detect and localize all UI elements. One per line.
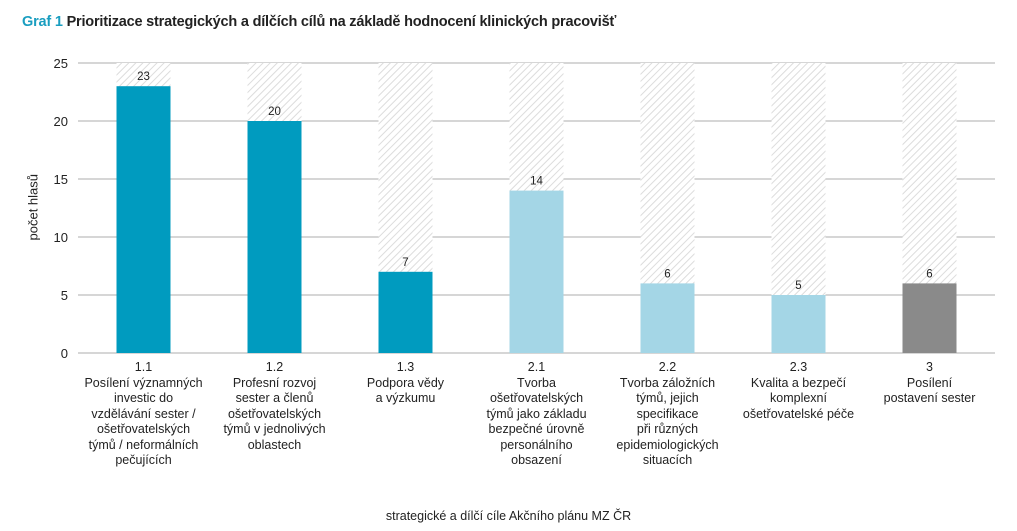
y-tick-label: 15: [54, 172, 68, 187]
data-label: 14: [530, 176, 543, 188]
x-tick-label: 1.3 Podpora vědy a výzkumu: [341, 360, 471, 407]
x-tick-label: 1.1 Posílení významných investic do vzděl…: [79, 360, 209, 469]
bar-1.2: [247, 121, 302, 353]
x-tick-label: 2.1 Tvorba ošetřovatelských týmů jako zák…: [472, 360, 602, 469]
category-label: Tvorba záložních týmů, jejich specifikac…: [616, 375, 719, 468]
category-code: 1.1: [134, 360, 153, 374]
category-label: Posílení významných investic do vzdělává…: [84, 375, 203, 468]
data-label: 5: [795, 280, 801, 292]
y-tick-label: 0: [61, 346, 68, 361]
x-axis-label: strategické a dílčí cíle Akčního plánu M…: [385, 509, 632, 523]
x-tick-label: 1.2 Profesní rozvoj sester a členů ošetřo…: [210, 360, 340, 453]
category-label: Podpora vědy a výzkumu: [366, 375, 445, 406]
category-label: Profesní rozvoj sester a členů ošetřovat…: [223, 375, 326, 452]
data-label: 7: [402, 257, 408, 269]
category-code: 2.2: [658, 360, 677, 374]
y-axis-label: počet hlasů: [25, 174, 41, 241]
y-tick-label: 5: [61, 288, 68, 303]
chart-title-text: Prioritizace strategických a dílčích cíl…: [66, 14, 617, 30]
bar-2.1: [509, 190, 564, 353]
x-tick-label: 2.2 Tvorba záložních týmů, jejich specifi…: [603, 360, 733, 469]
category-label: Kvalita a bezpečí komplexní ošetřovatels…: [742, 375, 855, 421]
bar-2.3: [771, 295, 826, 353]
y-tick-label: 20: [54, 114, 68, 129]
category-code: 2.3: [789, 360, 808, 374]
data-label: 6: [926, 268, 932, 280]
category-code: 1.3: [396, 360, 415, 374]
x-tick-label: 3 Posílení postavení sester: [865, 360, 995, 407]
category-label: Posílení postavení sester: [883, 375, 976, 406]
data-label: 23: [137, 71, 150, 83]
category-code: 1.2: [265, 360, 284, 374]
y-tick-label: 10: [54, 230, 68, 245]
category-label: Tvorba ošetřovatelských týmů jako základ…: [486, 375, 587, 468]
data-label: 6: [664, 268, 670, 280]
data-label: 20: [268, 106, 281, 118]
x-tick-label: 2.3 Kvalita a bezpečí komplexní ošetřovat…: [734, 360, 864, 422]
bar-2.2: [640, 283, 695, 353]
chart-title-number: Graf 1: [22, 14, 63, 30]
bar-1.3: [378, 271, 433, 353]
chart-title: Graf 1 Prioritizace strategických a dílč…: [22, 14, 616, 30]
y-tick-label: 25: [54, 56, 68, 71]
category-code: 3: [926, 360, 933, 374]
category-code: 2.1: [527, 360, 546, 374]
bar-3: [902, 283, 957, 353]
bar-1.1: [116, 86, 171, 353]
